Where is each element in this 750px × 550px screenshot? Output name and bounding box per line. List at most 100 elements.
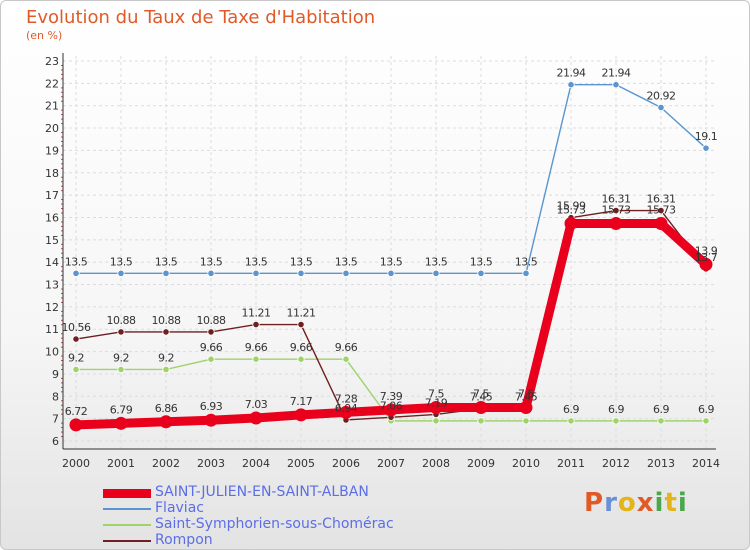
legend-label: SAINT-JULIEN-EN-SAINT-ALBAN — [155, 484, 369, 500]
point-3-2 — [162, 328, 170, 336]
data-label-1-6: 13.5 — [335, 255, 358, 268]
point-0-11 — [564, 217, 578, 231]
data-label-3-5: 11.21 — [287, 307, 316, 320]
data-label-1-2: 13.5 — [155, 255, 178, 268]
legend-swatch — [103, 488, 151, 498]
point-0-2 — [159, 415, 173, 429]
series-lines — [69, 81, 713, 432]
data-label-0-5: 7.17 — [290, 395, 313, 408]
data-label-0-9: 7.5 — [473, 387, 489, 400]
data-label-2-1: 9.2 — [113, 351, 129, 364]
point-2-13 — [657, 417, 665, 425]
point-3-12 — [612, 206, 620, 215]
y-tick-label: 22 — [45, 77, 59, 90]
data-label-2-0: 9.2 — [68, 351, 84, 364]
data-label-3-7: 7.06 — [380, 399, 403, 412]
logo-letter: o — [617, 488, 637, 518]
y-tick-label: 18 — [45, 167, 59, 180]
x-tick-label: 2009 — [467, 457, 495, 470]
y-tick-label: 20 — [45, 122, 59, 135]
point-3-5 — [297, 320, 305, 329]
point-3-1 — [117, 328, 125, 336]
data-label-0-7: 7.39 — [380, 390, 403, 403]
y-tick-label: 12 — [45, 301, 59, 314]
point-2-6 — [342, 355, 350, 363]
point-2-5 — [297, 355, 305, 363]
x-tick-label: 2006 — [332, 457, 360, 470]
data-label-3-6: 6.94 — [335, 402, 358, 415]
data-label-1-10: 13.5 — [515, 255, 538, 268]
point-1-2 — [162, 269, 170, 277]
data-label-1-4: 13.5 — [245, 255, 268, 268]
data-label-0-14: 13.9 — [695, 244, 718, 257]
point-0-5 — [294, 408, 308, 422]
point-0-0 — [69, 418, 83, 432]
logo-letter: t — [664, 488, 678, 518]
point-3-3 — [207, 328, 215, 336]
x-tick-label: 2010 — [512, 457, 540, 470]
x-tick-label: 2004 — [242, 457, 270, 470]
x-tick-label: 2005 — [287, 457, 315, 470]
data-label-3-11: 15.99 — [557, 200, 586, 213]
data-label-1-12: 21.94 — [602, 67, 631, 80]
data-label-3-8: 7.19 — [425, 396, 448, 409]
point-0-1 — [114, 416, 128, 430]
point-1-7 — [387, 269, 395, 277]
point-0-12 — [609, 217, 623, 231]
data-label-0-6: 7.28 — [335, 392, 358, 405]
data-label-0-0: 6.72 — [65, 405, 88, 418]
point-1-8 — [432, 269, 440, 277]
data-label-1-8: 13.5 — [425, 255, 448, 268]
data-label-1-11: 21.94 — [557, 67, 586, 80]
data-label-0-3: 6.93 — [200, 400, 223, 413]
y-tick-label: 23 — [45, 55, 59, 68]
data-label-1-5: 13.5 — [290, 255, 313, 268]
point-1-9 — [477, 269, 485, 277]
x-tick-label: 2013 — [647, 457, 675, 470]
axes: 6 7 8 9 10 11 12 13 14 15 16 17 18 19 20 21 22 23 2000 2001… — [45, 53, 720, 470]
y-tick-label: 21 — [45, 100, 59, 113]
point-2-11 — [567, 417, 575, 425]
data-label-2-12: 6.9 — [608, 403, 624, 416]
point-0-13 — [654, 217, 668, 231]
x-tick-label: 2008 — [422, 457, 450, 470]
x-tick-label: 2011 — [557, 457, 585, 470]
proxiti-logo: Proxiti — [584, 488, 688, 518]
x-tick-label: 2000 — [62, 457, 90, 470]
point-1-11 — [567, 81, 575, 89]
data-label-1-9: 13.5 — [470, 255, 493, 268]
data-label-0-2: 6.86 — [155, 402, 178, 415]
point-2-8 — [432, 417, 440, 425]
point-0-10 — [519, 400, 533, 414]
point-2-0 — [72, 365, 80, 374]
point-2-1 — [117, 365, 125, 374]
point-1-12 — [612, 81, 620, 89]
x-tick-label: 2014 — [692, 457, 720, 470]
data-label-3-0: 10.56 — [62, 321, 91, 334]
data-label-1-7: 13.5 — [380, 255, 403, 268]
data-label-2-2: 9.2 — [158, 351, 174, 364]
x-tick-label: 2002 — [152, 457, 180, 470]
data-label-2-13: 6.9 — [653, 403, 669, 416]
point-1-13 — [657, 103, 665, 112]
logo-letter: i — [677, 488, 688, 518]
data-label-3-14: 13.7 — [695, 251, 718, 264]
y-tick-label: 14 — [45, 256, 59, 269]
data-label-2-5: 9.66 — [290, 341, 313, 354]
point-0-6 — [339, 405, 353, 419]
y-tick-label: 9 — [52, 368, 59, 381]
point-3-13 — [657, 206, 665, 215]
data-label-3-9: 7.45 — [470, 391, 493, 404]
point-2-9 — [477, 417, 485, 425]
point-2-4 — [252, 355, 260, 363]
data-label-0-10: 7.5 — [518, 387, 534, 400]
point-1-14 — [702, 144, 710, 152]
data-label-0-11: 15.73 — [557, 204, 586, 217]
y-tick-label: 15 — [45, 234, 59, 247]
point-1-1 — [117, 269, 125, 277]
data-label-0-13: 15.73 — [647, 204, 676, 217]
data-labels: 13.5 13.5 13.5 13.5 13.5 13.5 13.5 13.5 13.5 13.5… — [62, 67, 719, 418]
data-label-3-13: 16.31 — [647, 193, 676, 206]
